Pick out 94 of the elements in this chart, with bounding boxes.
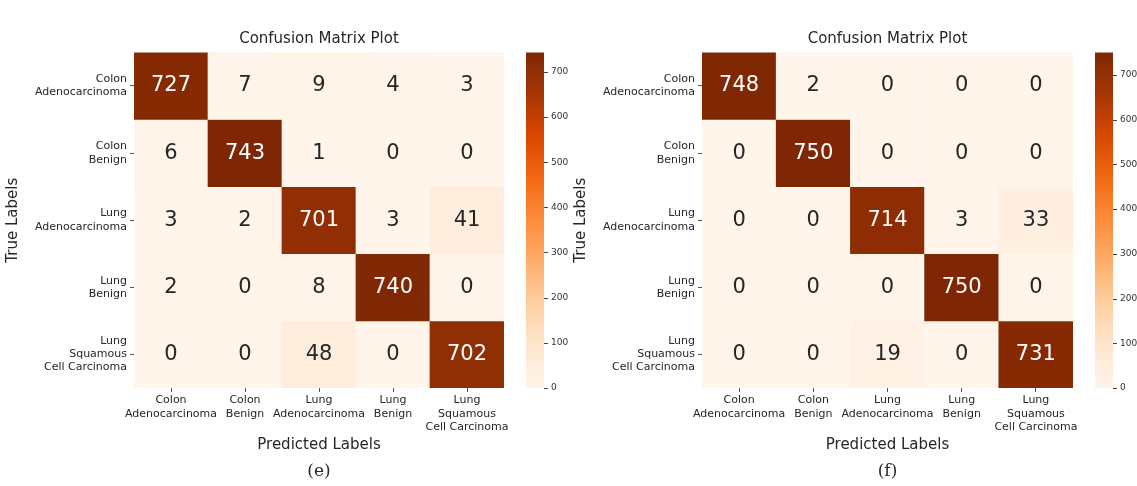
x-axis-title: Predicted Labels [825,434,950,453]
data-label: 19 [874,340,901,365]
text: (e) [307,460,331,481]
y-tick-label: Lung Benign [656,273,696,300]
x-tick-label: Lung Squamous Cell Carcinoma [994,393,1078,433]
data-label: 702 [446,340,488,365]
data-label: 748 [719,72,760,97]
data-label: 3 [164,206,178,231]
data-label: 0 [806,206,820,231]
data-label: 0 [955,72,969,97]
data-label: 6 [164,139,178,164]
data-label: 750 [941,273,982,298]
color-bar-label: 400 [551,201,569,212]
data-label: 3 [955,206,969,231]
data-label: 0 [806,273,820,298]
data-label: 4 [386,72,400,97]
color-bar-label: 600 [551,111,569,122]
data-label: 0 [238,273,252,298]
data-label: 0 [732,206,746,231]
y-axis-title: True Labels [570,177,589,264]
data-label: 2 [238,206,252,231]
y-tick-label: Colon Adenocarcinoma [34,72,128,99]
data-label: 2 [164,273,178,298]
y-tick-label: Lung Squamous Cell Carcinoma [43,334,128,374]
data-label: 727 [150,72,192,97]
x-tick-label: Lung Squamous Cell Carcinoma [425,393,509,433]
data-label: 8 [312,273,326,298]
color-bar-label: 0 [551,382,557,393]
color-bar-label: 100 [551,337,569,348]
color-bar-label: 500 [551,156,569,167]
chart-title: Confusion Matrix Plot [239,29,399,48]
chart-title: Confusion Matrix Plot [807,29,968,48]
data-label: 9 [312,72,326,97]
x-tick-label: Lung Benign [373,393,413,420]
data-label: 7 [238,72,252,97]
data-label: 0 [732,273,746,298]
color-bar-label: 500 [1120,158,1137,169]
text: (f) [877,460,898,481]
data-label: 0 [955,139,969,164]
color-bar-label: 600 [1120,113,1137,124]
data-label: 0 [238,340,252,365]
data-label: 0 [164,340,178,365]
color-bar-label: 100 [1120,337,1137,348]
color-bar-label: 300 [551,246,569,257]
y-tick-label: Lung Adenocarcinoma [602,206,695,233]
color-bar-label: 0 [1120,382,1126,393]
x-tick-label: Lung Adenocarcinoma [841,393,934,420]
data-label: 731 [1015,340,1056,365]
data-label: 0 [732,139,746,164]
data-label: 0 [880,139,895,164]
data-label: 41 [453,206,481,231]
y-tick-label: Colon Benign [656,139,696,166]
data-label: 743 [224,139,266,164]
data-label: 48 [305,340,333,365]
x-tick-label: Colon Adenocarcinoma [693,393,786,420]
color-bar-label: 200 [1120,292,1137,303]
data-label: 2 [806,72,820,97]
data-label: 0 [1029,273,1043,298]
data-label: 0 [880,72,895,97]
data-label: 701 [298,206,340,231]
x-tick-label: Colon Adenocarcinoma [124,393,218,420]
x-tick-label: Colon Benign [225,393,265,420]
data-label: 714 [867,206,908,231]
data-label: 0 [1029,139,1043,164]
data-label: 0 [386,340,400,365]
data-label: 0 [732,340,746,365]
data-label: 0 [806,340,820,365]
color-bar-label: 400 [1120,203,1137,214]
data-label: 0 [386,139,400,164]
data-label: 0 [460,273,474,298]
color-bar-label: 300 [1120,248,1137,259]
color-bar-label: 200 [551,292,569,303]
y-tick-label: Lung Benign [88,273,128,300]
data-label: 0 [460,139,474,164]
x-tick-label: Lung Adenocarcinoma [272,393,366,420]
x-tick-label: Colon Benign [794,393,833,420]
data-label: 0 [880,273,895,298]
y-tick-label: Lung Adenocarcinoma [34,206,127,233]
y-tick-label: Colon Adenocarcinoma [602,72,696,99]
data-label: 3 [460,72,474,97]
data-label: 1 [312,139,326,164]
x-axis-title: Predicted Labels [257,434,381,453]
data-label: 0 [955,340,969,365]
y-tick-label: Colon Benign [88,139,128,166]
y-axis-title: True Labels [2,177,21,264]
color-bar-label: 700 [1120,69,1137,80]
y-tick-label: Lung Squamous Cell Carcinoma [611,334,696,374]
data-label: 3 [386,206,400,231]
data-label: 0 [1029,72,1043,97]
color-bar-label: 700 [551,66,569,77]
data-label: 740 [372,273,414,298]
data-label: 750 [793,139,834,164]
x-tick-label: Lung Benign [942,393,981,420]
data-label: 33 [1022,206,1050,231]
